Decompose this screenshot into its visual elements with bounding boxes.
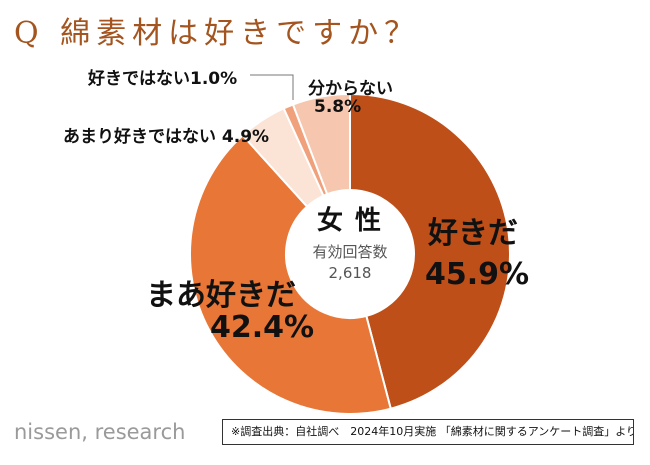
slice-label-dislike-text: 好きではない (88, 69, 190, 89)
slice-value-like: 45.9% (425, 257, 530, 292)
slice-value-not-much: 4.9% (221, 127, 270, 147)
chart-title: Q 綿素材は好きですか？ (14, 16, 421, 51)
slice-label-dislike: 好きではない1.0% (88, 64, 237, 89)
center-title: 女性 (316, 206, 393, 236)
donut-slices (189, 92, 511, 415)
slice-label-not-much-text: あまり好きではない (63, 127, 216, 147)
leader-line-dislike (250, 74, 294, 100)
center-subtitle: 有効回答数 (312, 243, 388, 261)
donut-hole (286, 190, 414, 318)
slice-value-somewhat-like: 42.4% (210, 310, 315, 345)
slice-label-unknown: 分からない (308, 79, 393, 99)
brand-logo-text: nissen, research (14, 420, 186, 444)
center-label: 女性 有効回答数 2,618 (290, 200, 410, 282)
slice-value-unknown: 5.8% (314, 97, 362, 117)
center-count: 2,618 (328, 264, 372, 282)
slice-label-somewhat-like: まあ好きだ (146, 278, 296, 313)
slice-value-dislike: 1.0% (190, 69, 238, 89)
source-note: ※調査出典：自社調べ 2024年10月実施 「綿素材に関するアンケート調査」より (222, 419, 634, 445)
slice-label-not-much: あまり好きではない 4.9% (63, 122, 269, 147)
slice-label-like: 好きだ (428, 216, 518, 251)
